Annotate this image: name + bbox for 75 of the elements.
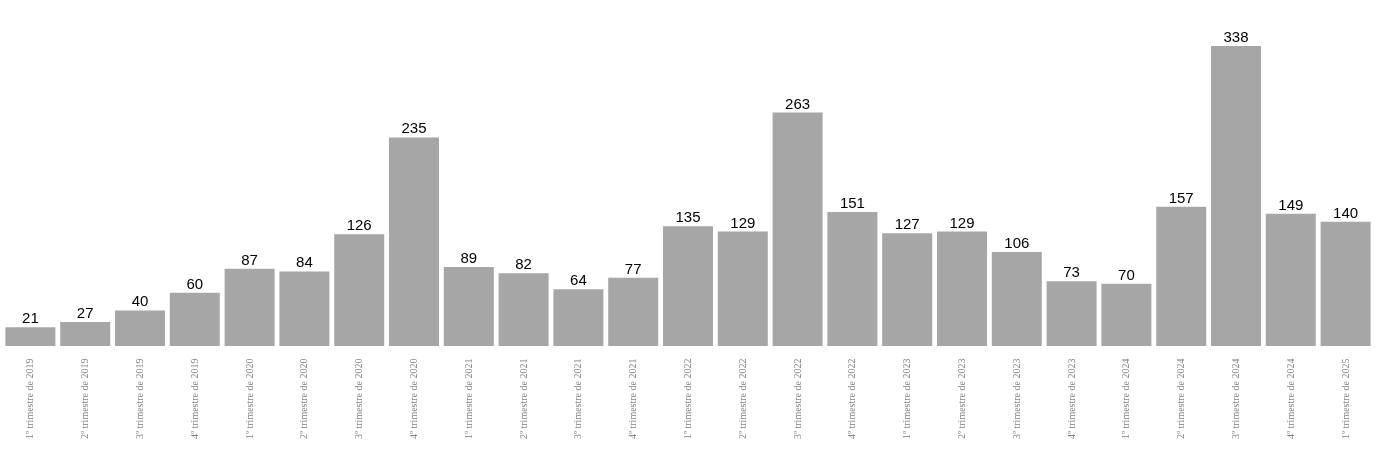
bar — [169, 292, 220, 346]
x-tick-label: 1º trimestre de 2020 — [243, 358, 255, 440]
x-tick-label: 1º trimestre de 2019 — [24, 358, 36, 440]
data-label: 151 — [839, 193, 865, 211]
data-label: 126 — [346, 216, 372, 234]
x-tick-label: 4º trimestre de 2022 — [846, 358, 858, 440]
bar — [443, 267, 494, 346]
data-label: 64 — [570, 271, 587, 289]
bar — [717, 231, 768, 346]
x-tick-label: 2º trimestre de 2023 — [956, 358, 967, 440]
x-tick-label: 3º trimestre de 2020 — [353, 358, 365, 440]
data-label: 77 — [624, 259, 642, 277]
bar — [224, 268, 275, 346]
bar — [553, 289, 604, 346]
x-tick-label: 4º trimestre de 2021 — [627, 358, 639, 440]
x-tick-label: 1º trimestre de 2024 — [1120, 358, 1132, 440]
data-label: 157 — [1168, 188, 1194, 206]
x-tick-label: 1º trimestre de 2021 — [462, 358, 474, 440]
data-label: 235 — [401, 119, 427, 137]
bar — [827, 211, 878, 346]
bar — [882, 233, 933, 346]
data-label: 129 — [730, 213, 756, 231]
data-label: 129 — [949, 213, 975, 231]
bar — [60, 322, 111, 346]
bar — [937, 231, 987, 346]
x-tick-label: 2º trimestre de 2024 — [1175, 358, 1187, 440]
bar — [1156, 206, 1207, 346]
bar — [991, 251, 1042, 346]
bar — [608, 277, 659, 346]
x-tick-label: 4º trimestre de 2024 — [1284, 358, 1296, 440]
data-label: 140 — [1333, 203, 1359, 221]
x-tick-label: 4º trimestre de 2020 — [408, 358, 419, 440]
data-label: 73 — [1063, 263, 1080, 281]
x-tick-label: 2º trimestre de 2019 — [79, 358, 91, 440]
bar — [115, 310, 165, 346]
data-label: 70 — [1118, 265, 1135, 283]
data-label: 40 — [131, 292, 149, 310]
data-label: 60 — [186, 274, 204, 292]
data-label: 338 — [1223, 28, 1249, 45]
bar — [1211, 46, 1261, 346]
bar — [1320, 221, 1371, 346]
x-tick-label: 4º trimestre de 2023 — [1065, 358, 1077, 440]
x-tick-label: 3º trimestre de 2019 — [134, 358, 145, 440]
x-tick-label: 1º trimestre de 2022 — [682, 358, 693, 440]
x-tick-label: 3º trimestre de 2024 — [1230, 358, 1241, 440]
bar — [389, 137, 439, 346]
x-tick-label: 2º trimestre de 2020 — [298, 358, 310, 440]
data-label: 89 — [460, 249, 478, 267]
data-label: 87 — [241, 250, 258, 268]
bar — [772, 112, 823, 346]
data-label: 106 — [1004, 233, 1030, 251]
data-label: 127 — [894, 215, 920, 233]
bar — [663, 226, 713, 346]
x-tick-label: 2º trimestre de 2021 — [517, 358, 529, 440]
data-label: 82 — [515, 255, 532, 273]
data-label: 27 — [76, 304, 94, 322]
bar — [1101, 283, 1152, 346]
x-tick-label: 1º trimestre de 2025 — [1339, 358, 1351, 440]
x-tick-label: 4º trimestre de 2019 — [188, 358, 200, 440]
bar — [5, 327, 56, 346]
x-tick-label: 1º trimestre de 2023 — [901, 358, 913, 440]
bar — [498, 273, 549, 346]
bar — [1046, 281, 1097, 346]
x-tick-label: 3º trimestre de 2022 — [791, 358, 803, 440]
data-label: 149 — [1278, 195, 1304, 213]
x-tick-label: 2º trimestre de 2022 — [736, 358, 748, 440]
x-tick-label: 3º trimestre de 2023 — [1010, 358, 1022, 440]
data-label: 135 — [675, 208, 701, 226]
bar — [279, 271, 330, 346]
data-label: 263 — [785, 94, 811, 112]
data-label: 84 — [296, 253, 313, 271]
x-tick-label: 3º trimestre de 2021 — [572, 358, 584, 440]
bar — [334, 234, 385, 346]
data-label: 21 — [22, 309, 39, 327]
bar — [1265, 213, 1316, 346]
